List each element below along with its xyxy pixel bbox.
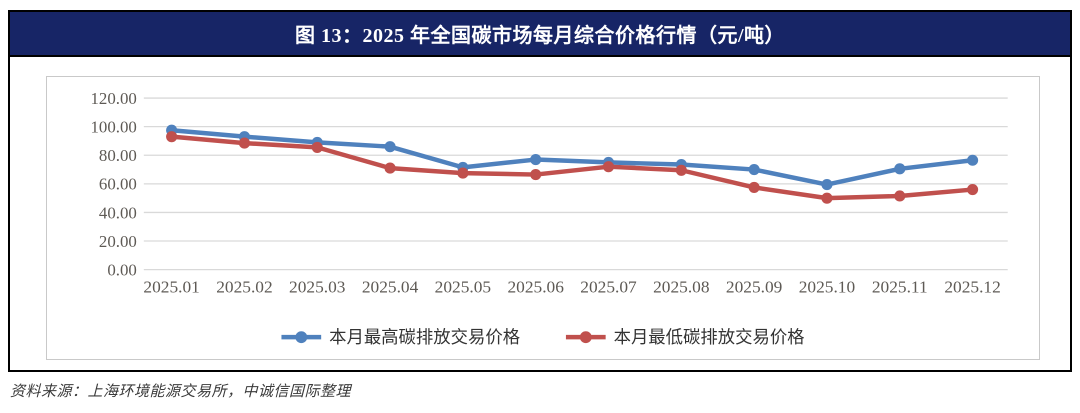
x-tick-label: 2025.10 <box>799 277 856 296</box>
data-point <box>821 192 833 204</box>
legend-marker-dot <box>295 331 308 344</box>
series-line <box>169 134 975 201</box>
x-tick-label: 2025.01 <box>143 277 199 296</box>
data-point <box>166 131 178 143</box>
data-point <box>602 161 615 173</box>
chart-legend: 本月最高碳排放交易价格 本月最低碳排放交易价格 <box>281 328 805 347</box>
x-tick-label: 2025.11 <box>872 277 928 296</box>
x-tick-label: 2025.12 <box>944 277 1000 296</box>
y-tick-label: 120.00 <box>90 89 136 108</box>
y-tick-label: 20.00 <box>99 232 137 251</box>
y-tick-label: 0.00 <box>107 261 137 280</box>
data-point <box>894 190 906 202</box>
x-tick-label: 2025.09 <box>726 277 782 296</box>
legend-marker-dot <box>579 331 592 344</box>
y-tick-label: 60.00 <box>99 175 137 194</box>
data-point <box>894 163 906 175</box>
figure-title: 图 13：2025 年全国碳市场每月综合价格行情（元/吨） <box>294 25 786 47</box>
data-point <box>821 178 833 191</box>
data-point <box>384 141 396 153</box>
source-note: 资料来源：上海环境能源交易所，中诚信国际整理 <box>10 384 352 400</box>
data-point <box>748 163 760 176</box>
x-tick-label: 2025.05 <box>435 277 491 296</box>
x-tick-label: 2025.08 <box>653 277 710 296</box>
data-point <box>457 167 469 179</box>
data-point <box>967 184 979 196</box>
data-point <box>530 153 542 166</box>
line-chart-svg: 0.00 20.00 40.00 60.00 80.00 100.00 120.00 2025… <box>90 89 1008 347</box>
data-point <box>311 141 323 153</box>
chart-region: 0.00 20.00 40.00 60.00 80.00 100.00 120.00 2025… <box>10 57 1070 368</box>
chart-area: 0.00 20.00 40.00 60.00 80.00 100.00 120.00 2025… <box>46 76 1040 360</box>
data-point <box>238 137 251 149</box>
data-point <box>675 164 687 176</box>
figure-title-bar: 图 13：2025 年全国碳市场每月综合价格行情（元/吨） <box>10 12 1070 57</box>
y-tick-label: 40.00 <box>99 203 137 222</box>
x-tick-label: 2025.02 <box>216 277 272 296</box>
y-tick-label: 80.00 <box>99 146 137 165</box>
legend-item: 本月最低碳排放交易价格 <box>565 328 805 347</box>
data-point <box>384 162 396 174</box>
x-tick-label: 2025.06 <box>507 277 564 296</box>
y-tick-label: 100.00 <box>90 118 136 137</box>
legend-item: 本月最高碳排放交易价格 <box>281 328 520 347</box>
figure-panel: 图 13：2025 年全国碳市场每月综合价格行情（元/吨） 0.00 20.00 4… <box>8 10 1072 372</box>
legend-label: 本月最低碳排放交易价格 <box>614 328 805 347</box>
x-tick-label: 2025.04 <box>362 277 419 296</box>
series-line <box>169 127 975 187</box>
data-point <box>748 181 760 193</box>
x-tick-label: 2025.03 <box>289 277 345 296</box>
legend-label: 本月最高碳排放交易价格 <box>329 328 520 347</box>
x-tick-label: 2025.07 <box>580 277 637 296</box>
data-point <box>967 154 979 166</box>
data-point <box>530 168 542 181</box>
